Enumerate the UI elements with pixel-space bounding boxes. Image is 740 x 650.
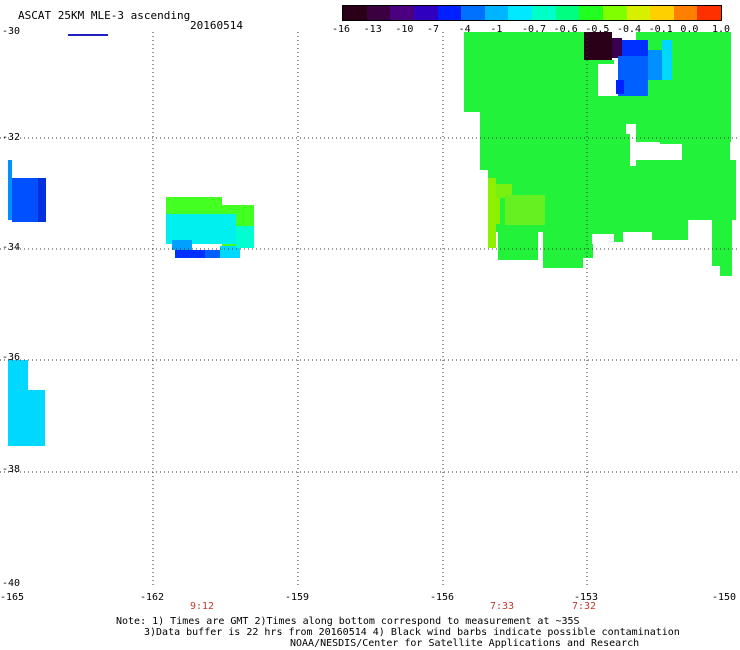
colorbar-label: -16 — [332, 24, 351, 35]
colorbar-segment — [484, 6, 509, 20]
wind-cell — [498, 226, 538, 260]
wind-cell — [175, 250, 205, 258]
colorbar-label: -10 — [395, 24, 414, 35]
colorbar-label: -0.5 — [585, 24, 610, 35]
colorbar-label: 0.0 — [680, 24, 699, 35]
wind-cell — [505, 195, 545, 225]
lat-label-32: -32 — [2, 132, 21, 143]
wind-cell — [488, 178, 496, 198]
colorbar-label: -4 — [458, 24, 471, 35]
note-line-3: NOAA/NESDIS/Center for Satellite Applica… — [290, 638, 640, 649]
colorbar-label: -7 — [427, 24, 440, 35]
wind-cell — [584, 32, 612, 60]
time-label-3: 7:32 — [572, 601, 597, 612]
wind-cell — [38, 178, 46, 222]
colorbar-segment — [555, 6, 580, 20]
lat-label-34: -34 — [2, 242, 21, 253]
wind-cell — [720, 250, 732, 276]
wind-cell — [543, 226, 583, 268]
colorbar-label: -0.1 — [648, 24, 673, 35]
wind-cell — [28, 390, 45, 446]
colorbar-segment — [413, 6, 438, 20]
wind-cell — [662, 40, 672, 80]
lon-label-156: -156 — [430, 592, 455, 603]
colorbar-label: -1 — [490, 24, 503, 35]
wind-cell — [658, 144, 682, 160]
time-label-2: 7:33 — [490, 601, 515, 612]
colorbar-label: 1.0 — [712, 24, 731, 35]
colorbar-segment — [626, 6, 651, 20]
colorbar-label: -0.6 — [553, 24, 578, 35]
wind-cell — [236, 226, 254, 248]
map-title: ASCAT 25KM MLE-3 ascending — [18, 9, 191, 22]
lon-label-162: -162 — [140, 592, 165, 603]
lat-label-36: -36 — [2, 352, 21, 363]
colorbar-segment — [602, 6, 627, 20]
wind-cell — [488, 198, 500, 224]
wind-cell — [626, 124, 636, 134]
note-line-2: 3)Data buffer is 22 hrs from 20160514 4)… — [144, 627, 680, 638]
colorbar-segment — [390, 6, 414, 20]
lon-label-153: -153 — [574, 592, 599, 603]
colorbar-segment — [343, 6, 367, 20]
wind-cell — [8, 160, 12, 220]
lon-label-159: -159 — [285, 592, 310, 603]
wind-cell — [166, 214, 236, 244]
colorbar-segment — [673, 6, 698, 20]
wind-cell — [612, 96, 636, 126]
lat-label-38: -38 — [2, 464, 21, 475]
colorbar-label: -0.4 — [617, 24, 642, 35]
lat-label-30: -30 — [2, 26, 21, 37]
map-date: 20160514 — [190, 19, 243, 32]
wind-scale-bar — [68, 34, 108, 36]
wind-cell — [592, 234, 614, 244]
wind-cell — [205, 250, 220, 258]
lat-label-40: -40 — [2, 578, 21, 589]
lon-label-150: -150 — [712, 592, 737, 603]
wind-cell — [616, 80, 624, 94]
colorbar-segment — [532, 6, 556, 20]
wind-cell — [488, 224, 496, 248]
wind-cell — [464, 32, 584, 112]
wind-cell — [648, 50, 662, 80]
colorbar — [342, 5, 722, 21]
wind-cell — [166, 197, 222, 217]
wind-cell — [8, 360, 28, 446]
wind-cell — [622, 40, 648, 58]
colorbar-segment — [697, 6, 721, 20]
wind-cell — [583, 222, 593, 258]
wind-cell — [652, 220, 688, 240]
wind-cell — [612, 38, 622, 58]
wind-cell — [496, 184, 512, 198]
colorbar-label: -13 — [363, 24, 382, 35]
colorbar-segment — [437, 6, 462, 20]
colorbar-segment — [461, 6, 485, 20]
colorbar-segment — [366, 6, 391, 20]
time-label-1: 9:12 — [190, 601, 215, 612]
colorbar-segment — [579, 6, 603, 20]
wind-cell — [172, 240, 192, 250]
note-line-1: Note: 1) Times are GMT 2)Times along bot… — [116, 616, 580, 627]
lon-label-165: -165 — [0, 592, 25, 603]
colorbar-segment — [508, 6, 532, 20]
colorbar-label: -0.7 — [522, 24, 547, 35]
colorbar-segment — [650, 6, 674, 20]
